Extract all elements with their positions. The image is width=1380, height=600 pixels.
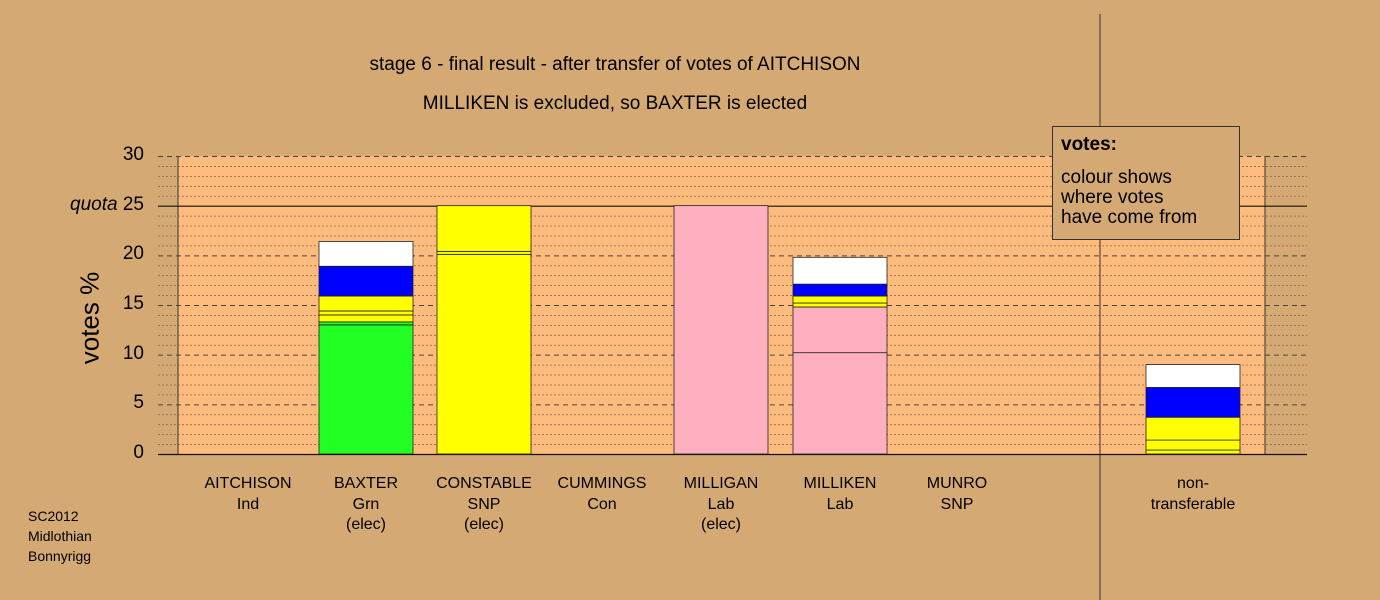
bar-segment (318, 241, 414, 267)
x-category-line: Lab (707, 495, 735, 513)
y-tick-value: 20 (122, 243, 144, 265)
x-category-label: CONSTABLE SNP (elec) (419, 474, 549, 536)
y-tick-label: 0 (0, 442, 144, 464)
x-category-label: MUNRO SNP (892, 474, 1022, 515)
legend-line: colour shows (1061, 167, 1172, 188)
y-tick-label: 20 (0, 243, 144, 265)
x-category-line: SNP (467, 495, 501, 513)
x-category-label: non-transferable (1128, 474, 1258, 515)
y-tick-label: 10 (0, 343, 144, 365)
x-category-line: AITCHISON (204, 475, 292, 492)
x-category-label: CUMMINGS Con (537, 474, 667, 515)
bar-segment (1145, 416, 1241, 441)
chart-subtitle: MILLIKEN is excluded, so BAXTER is elect… (422, 93, 808, 114)
bar-segment (1145, 364, 1241, 388)
source-line: Midlothian (28, 528, 92, 544)
x-category-label: MILLIGAN Lab (elec) (656, 474, 786, 536)
bar-segment (318, 310, 414, 316)
bar-segment (792, 306, 888, 354)
bar-segment (792, 302, 888, 308)
bar-segment (318, 295, 414, 312)
x-category-line: SNP (940, 495, 974, 513)
y-tick-label: 30 (0, 144, 144, 166)
source-line: SC2012 (28, 508, 79, 524)
bar-segment (792, 295, 888, 304)
bar-segment (1145, 439, 1241, 451)
source-line: Bonnyrigg (28, 548, 92, 564)
bar-segment (436, 205, 532, 252)
x-category-line: (elec) (345, 516, 386, 533)
bar-segment (792, 352, 888, 455)
x-category-line: MUNRO (926, 475, 988, 492)
quota-label: quota (70, 193, 123, 215)
y-tick-label: quota 25 (0, 194, 144, 216)
bar-segment (436, 253, 532, 455)
x-category-line: Lab (826, 495, 854, 513)
y-tick-value: 30 (122, 144, 144, 165)
y-tick-label: 15 (0, 293, 144, 315)
x-category-line: MILLIGAN (683, 475, 759, 492)
legend-heading: votes: (1061, 134, 1117, 155)
x-category-line: Grn (352, 495, 380, 513)
source-note: SC2012 Midlothian Bonnyrigg (28, 506, 92, 566)
bar-segment (318, 265, 414, 297)
y-tick-value: 25 (122, 193, 144, 215)
bar-segment (1145, 387, 1241, 418)
x-category-line: Ind (236, 495, 260, 513)
x-category-line: non- (1176, 475, 1210, 492)
x-category-label: MILLIKEN Lab (775, 474, 905, 515)
x-category-line: BAXTER (333, 475, 398, 492)
y-tick-value: 15 (122, 293, 144, 314)
bar-segment (318, 314, 414, 323)
x-category-line: Con (587, 495, 617, 513)
bar-segment (318, 324, 414, 455)
bar-segment (792, 256, 888, 285)
bar-segment (318, 321, 414, 326)
x-category-label: AITCHISON Ind (183, 474, 313, 515)
x-category-line: (elec) (463, 516, 504, 533)
y-tick-value: 5 (133, 392, 144, 414)
y-tick-label: 5 (0, 392, 144, 414)
x-category-label: BAXTER Grn (elec) (301, 474, 431, 536)
bar-segment (436, 250, 532, 255)
x-category-line: transferable (1150, 495, 1236, 513)
x-category-line: CONSTABLE (436, 475, 532, 492)
bar-segment (792, 283, 888, 297)
y-tick-value: 0 (133, 442, 144, 463)
x-category-line: MILLIKEN (803, 475, 877, 492)
x-category-line: (elec) (700, 516, 741, 533)
chart-title: stage 6 - final result - after transfer … (369, 54, 861, 75)
legend: votes: colour shows where votes have com… (1052, 126, 1240, 240)
legend-line: where votes (1061, 187, 1164, 208)
bar-segment (1145, 449, 1241, 455)
y-tick-value: 10 (122, 342, 144, 364)
bar-segment (673, 205, 769, 455)
x-category-line: CUMMINGS (557, 475, 647, 492)
legend-line: have come from (1061, 207, 1198, 228)
